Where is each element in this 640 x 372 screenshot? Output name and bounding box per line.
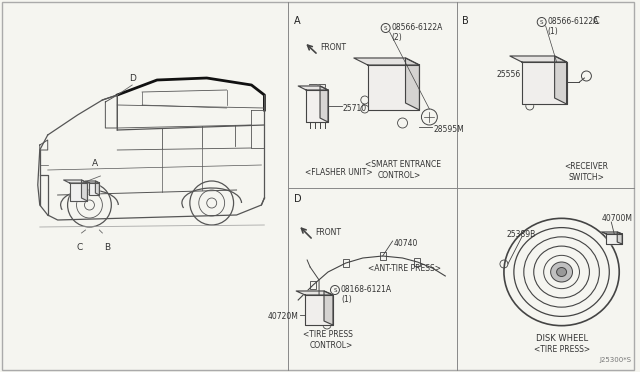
- Polygon shape: [63, 180, 88, 183]
- Polygon shape: [296, 291, 333, 295]
- Bar: [308, 314, 317, 321]
- Text: <RECEIVER: <RECEIVER: [564, 162, 609, 171]
- Text: 08168-6121A: 08168-6121A: [341, 285, 392, 294]
- Bar: [530, 84, 540, 94]
- Text: 40720M: 40720M: [268, 312, 298, 321]
- Bar: [308, 95, 317, 105]
- Polygon shape: [354, 58, 419, 65]
- Polygon shape: [70, 183, 88, 201]
- Text: C: C: [76, 243, 83, 252]
- Polygon shape: [368, 65, 419, 110]
- Text: 25710: 25710: [343, 104, 367, 113]
- Text: A: A: [92, 159, 99, 168]
- Text: 08566-6122A: 08566-6122A: [392, 23, 443, 32]
- Text: S: S: [540, 19, 543, 25]
- Polygon shape: [306, 90, 328, 122]
- Text: 08566-6122A: 08566-6122A: [548, 17, 599, 26]
- Text: <ANT-TIRE PRESS>: <ANT-TIRE PRESS>: [368, 264, 441, 273]
- Text: C: C: [593, 16, 599, 26]
- Polygon shape: [510, 56, 566, 62]
- Bar: [309, 84, 317, 90]
- Polygon shape: [606, 234, 622, 244]
- Text: 28595M: 28595M: [433, 125, 464, 134]
- Text: 40740: 40740: [394, 239, 418, 248]
- Polygon shape: [406, 58, 419, 110]
- Polygon shape: [324, 291, 333, 325]
- Text: <FLASHER UNIT>: <FLASHER UNIT>: [305, 168, 372, 177]
- Bar: [383, 87, 394, 97]
- Text: 25389B: 25389B: [507, 230, 536, 239]
- Polygon shape: [298, 86, 328, 90]
- Bar: [544, 70, 554, 80]
- Polygon shape: [522, 62, 566, 104]
- Text: 25556: 25556: [497, 70, 521, 79]
- Bar: [308, 300, 322, 312]
- Text: B: B: [104, 243, 111, 252]
- Bar: [318, 108, 325, 116]
- Text: D: D: [294, 194, 302, 204]
- Text: CONTROL>: CONTROL>: [310, 341, 353, 350]
- Polygon shape: [90, 183, 99, 195]
- Text: <TIRE PRESS: <TIRE PRESS: [303, 330, 353, 339]
- Bar: [383, 73, 394, 83]
- Bar: [372, 87, 381, 97]
- Text: 40700M: 40700M: [602, 214, 632, 223]
- Text: S: S: [384, 26, 387, 31]
- Text: SWITCH>: SWITCH>: [568, 173, 604, 182]
- Text: J25300*S: J25300*S: [599, 357, 631, 363]
- Text: A: A: [294, 16, 301, 26]
- Text: (1): (1): [548, 27, 559, 36]
- Text: FRONT: FRONT: [315, 228, 341, 237]
- Bar: [319, 314, 327, 321]
- Bar: [380, 252, 386, 260]
- Text: CONTROL>: CONTROL>: [378, 171, 421, 180]
- Polygon shape: [320, 86, 328, 122]
- Polygon shape: [305, 295, 333, 325]
- Ellipse shape: [550, 262, 573, 282]
- Polygon shape: [617, 232, 622, 244]
- Bar: [530, 70, 540, 80]
- Text: S: S: [333, 288, 337, 292]
- Text: <SMART ENTRANCE: <SMART ENTRANCE: [365, 160, 441, 169]
- Bar: [310, 281, 316, 289]
- Bar: [372, 73, 381, 83]
- Polygon shape: [86, 181, 99, 183]
- Text: DISK WHEEL: DISK WHEEL: [536, 334, 588, 343]
- Polygon shape: [555, 56, 566, 104]
- Text: D: D: [129, 74, 136, 83]
- Text: FRONT: FRONT: [320, 43, 346, 52]
- Text: <TIRE PRESS>: <TIRE PRESS>: [534, 345, 589, 354]
- Polygon shape: [95, 181, 99, 195]
- Bar: [308, 108, 315, 116]
- Polygon shape: [602, 232, 622, 234]
- Ellipse shape: [557, 267, 566, 276]
- Bar: [318, 84, 325, 90]
- Bar: [415, 258, 420, 266]
- Bar: [343, 259, 349, 267]
- Polygon shape: [81, 180, 88, 201]
- Text: (1): (1): [341, 295, 351, 304]
- Text: B: B: [462, 16, 469, 26]
- Text: (2): (2): [392, 33, 403, 42]
- Bar: [544, 84, 554, 94]
